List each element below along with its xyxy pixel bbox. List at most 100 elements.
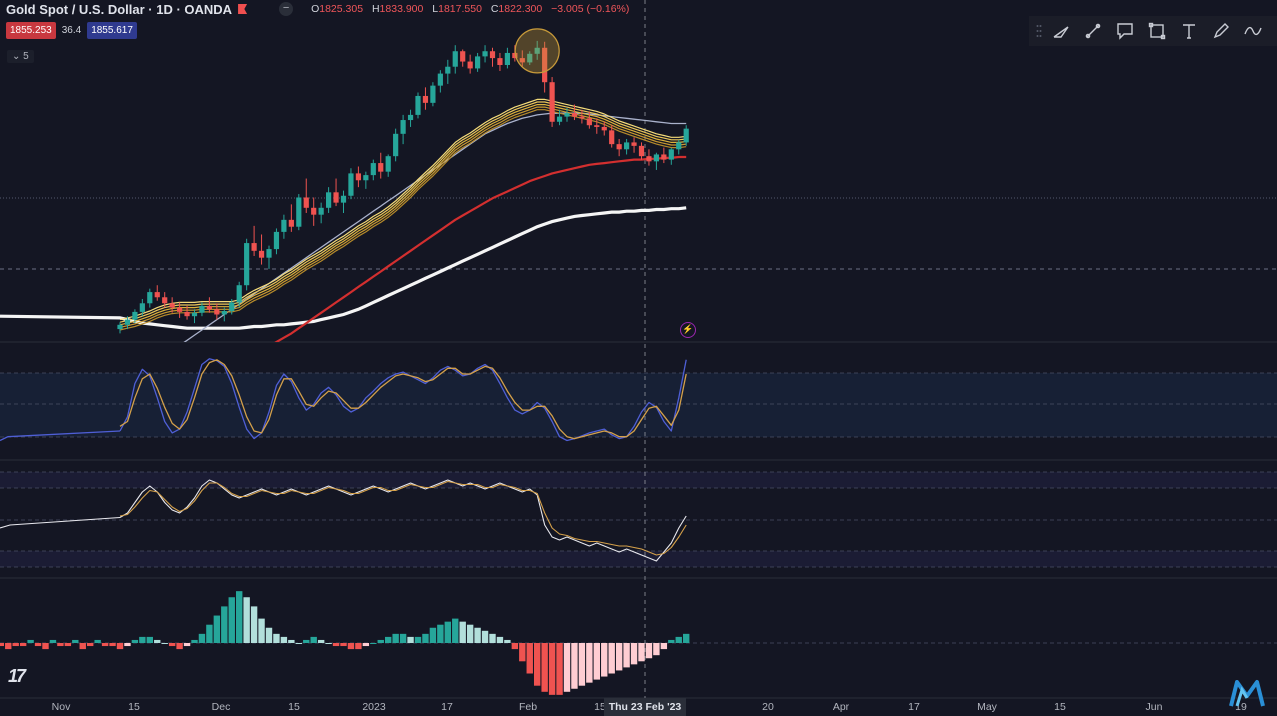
candle-body: [467, 61, 473, 69]
x-tick-label: 17: [908, 701, 920, 713]
candle-body: [422, 95, 429, 103]
candle-body: [571, 113, 578, 117]
x-tick-label: Jun: [1145, 701, 1163, 713]
rsi-line: [119, 479, 687, 562]
candle-body: [251, 243, 257, 251]
note-tool-button[interactable]: [1111, 17, 1139, 45]
candle-body: [556, 116, 563, 122]
text-tool-button[interactable]: [1175, 17, 1203, 45]
candle-body: [624, 142, 630, 150]
text-icon: [1183, 24, 1195, 39]
histogram-bar: [295, 643, 302, 644]
candle-body: [430, 85, 436, 103]
tradingview-logo[interactable]: 17: [8, 666, 26, 686]
histogram-bar: [42, 643, 49, 650]
candle-body: [527, 53, 533, 63]
histogram-bar: [5, 643, 12, 650]
histogram-bar: [623, 643, 630, 668]
candle-body: [132, 311, 138, 320]
lightning-event-icon[interactable]: ⚡: [680, 322, 696, 338]
ray-tool-button[interactable]: [1079, 17, 1107, 45]
histogram-bar: [422, 633, 429, 643]
candle-body: [497, 58, 503, 65]
drag-handle-icon[interactable]: [1035, 24, 1043, 38]
candle-body: [668, 149, 674, 160]
histogram-bar: [474, 627, 481, 643]
candle-body: [199, 305, 205, 313]
drawing-toolbar: [1029, 16, 1277, 46]
histogram-bar: [176, 643, 183, 650]
rectangle-tool-button[interactable]: [1143, 17, 1171, 45]
brand-watermark-icon: [1229, 680, 1265, 707]
ohlc-values: O1825.305 H1833.900 L1817.550 C1822.300 …: [311, 3, 630, 15]
candle-body: [303, 197, 309, 208]
histogram-bar: [504, 639, 511, 643]
histogram-bar: [213, 615, 221, 643]
buy-price-button[interactable]: 1855.617: [87, 22, 137, 39]
stoch-band: [0, 373, 1277, 437]
histogram-bar: [198, 633, 206, 643]
candle-body: [154, 292, 160, 298]
candle-body: [363, 175, 369, 181]
symbol-title[interactable]: Gold Spot / U.S. Dollar · 1D · OANDA: [6, 1, 233, 17]
candle-body: [586, 118, 592, 126]
candle-body: [653, 154, 659, 162]
histogram-bar: [243, 597, 250, 643]
histogram-bar: [139, 636, 146, 643]
brush-tool-button[interactable]: [1207, 17, 1235, 45]
rectangle-icon: [1148, 22, 1166, 40]
histogram-bar: [221, 606, 228, 643]
rsi-band-top: [0, 472, 1277, 488]
histogram-bar: [79, 643, 86, 650]
x-tick-label: Apr: [832, 701, 850, 713]
x-tick-label: 2023: [362, 701, 386, 713]
candle-body: [594, 125, 600, 127]
candle-body: [646, 156, 652, 162]
candle-body: [333, 192, 339, 203]
collapse-legend-button[interactable]: −: [279, 2, 294, 16]
sell-price-button[interactable]: 1855.253: [6, 22, 56, 39]
histogram-bar: [563, 643, 571, 692]
histogram-bar: [534, 643, 541, 686]
histogram-bar: [653, 643, 660, 656]
trend-line-tool-button[interactable]: [1047, 17, 1075, 45]
rsi-band-bottom: [0, 551, 1277, 567]
candle-body: [177, 307, 183, 312]
histogram-bar: [34, 643, 42, 647]
wave-tool-button[interactable]: [1239, 17, 1267, 45]
x-tick-label: May: [977, 701, 997, 713]
histogram-bar: [49, 639, 57, 643]
histogram-bar: [392, 633, 399, 643]
histogram-bar: [310, 636, 317, 643]
indicators-collapse-toggle[interactable]: ⌄ 5: [7, 50, 34, 63]
histogram-bar: [489, 633, 496, 643]
candle-body: [117, 324, 123, 330]
histogram-bar: [273, 633, 280, 643]
histogram-bar: [57, 643, 64, 647]
histogram-bar: [660, 643, 668, 650]
histogram-bar: [645, 643, 653, 659]
candle-body: [452, 51, 458, 67]
histogram-bar: [340, 643, 347, 647]
candle-body: [601, 126, 607, 131]
histogram-bar: [437, 624, 444, 643]
candle-body: [206, 305, 212, 310]
histogram-bar: [12, 643, 19, 647]
histogram-bar: [452, 618, 459, 643]
chart-header: Gold Spot / U.S. Dollar · 1D · OANDA − O…: [6, 1, 629, 17]
candle-body: [385, 156, 391, 172]
candle-body: [169, 303, 175, 308]
histogram-bar: [265, 627, 273, 643]
flag-icon[interactable]: [238, 4, 248, 14]
rsi-lead: [0, 516, 121, 529]
histogram-bar: [250, 606, 258, 643]
candle-body: [273, 231, 280, 250]
x-tick-label: Nov: [51, 701, 71, 713]
histogram-bar: [362, 643, 370, 647]
histogram-bar: [370, 643, 377, 644]
sma-200-line: [0, 206, 687, 330]
high-value: 1833.900: [379, 3, 424, 15]
candle-body: [407, 114, 414, 121]
histogram-bar: [459, 621, 466, 643]
